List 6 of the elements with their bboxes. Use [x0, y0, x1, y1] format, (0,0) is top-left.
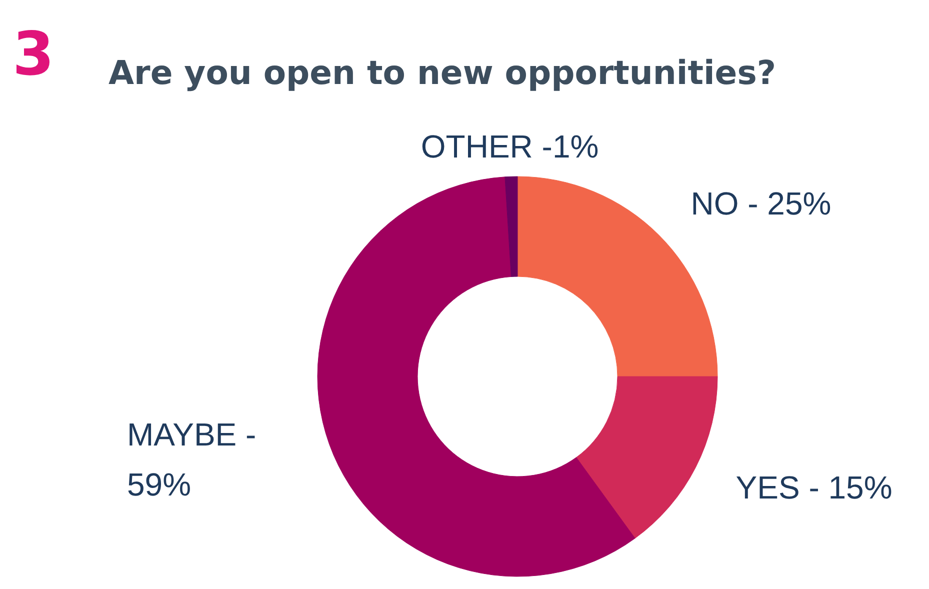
slice-label: NO - 25%	[690, 185, 832, 222]
text: 3	[12, 20, 54, 90]
chart-title: Are you open to new opportunities?	[108, 53, 776, 92]
slice-label: YES - 15%	[736, 470, 892, 506]
slice-label: OTHER -1%	[420, 128, 599, 164]
slice-label: MAYBE - 59%	[126, 416, 256, 503]
